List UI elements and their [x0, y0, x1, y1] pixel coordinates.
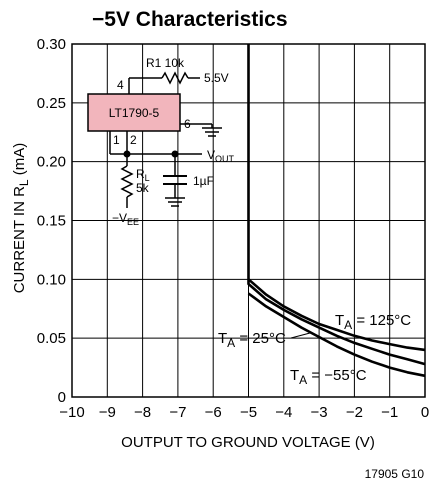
rl-value: 5k — [136, 181, 150, 195]
y-tick-label: 0 — [58, 389, 66, 406]
series-line-1 — [247, 278, 426, 352]
pin-2-label: 2 — [130, 133, 137, 147]
x-tick-label: −2 — [346, 404, 363, 421]
pin-4-label: 4 — [117, 78, 124, 92]
y-tick-labels: 0 0.05 0.10 0.15 0.20 0.25 0.30 — [37, 36, 66, 406]
x-tick-label: −6 — [205, 404, 222, 421]
series-label-minus55c: TA = −55°C — [290, 367, 367, 387]
inset-schematic: LT1790-5 4 R1 10k 5.5V 6 1 2 VOUT RL 5k … — [87, 56, 235, 227]
x-axis-label: OUTPUT TO GROUND VOLTAGE (V) — [121, 434, 375, 451]
series-line-2 — [247, 292, 426, 378]
pin-1-label: 1 — [113, 133, 120, 147]
y-tick-label: 0.05 — [37, 330, 66, 347]
vee-label: −VEE — [112, 211, 139, 227]
supply-label: 5.5V — [204, 71, 229, 85]
x-tick-label: −3 — [311, 404, 328, 421]
x-tick-label: −4 — [275, 404, 292, 421]
x-tick-label: −7 — [169, 404, 186, 421]
pin-6-label: 6 — [184, 117, 191, 131]
chart-title: −5V Characteristics — [92, 8, 288, 31]
vout-label: VOUT — [207, 148, 235, 164]
x-tick-label: 0 — [421, 404, 429, 421]
x-tick-label: −9 — [99, 404, 116, 421]
r1-resistor — [161, 71, 189, 85]
ic-body — [87, 93, 181, 132]
y-tick-label: 0.10 — [37, 271, 66, 288]
rl-label: RL — [136, 167, 150, 183]
y-tick-label: 0.20 — [37, 154, 66, 171]
cap-label: 1µF — [193, 174, 214, 188]
x-tick-label: −10 — [59, 404, 84, 421]
y-tick-label: 0.25 — [37, 95, 66, 112]
x-tick-label: −8 — [134, 404, 151, 421]
r1-label: R1 10k — [146, 56, 185, 70]
series-label-25c: TA = 25°C — [218, 330, 286, 350]
rl-resistor — [120, 165, 134, 198]
series-label-25c-leader — [290, 332, 311, 339]
y-axis-label: CURRENT IN RL (mA) — [11, 143, 31, 294]
x-tick-label: −1 — [381, 404, 398, 421]
data-series — [247, 44, 426, 378]
y-tick-label: 0.15 — [37, 213, 66, 230]
y-tick-label: 0.30 — [37, 36, 66, 53]
series-line-0 — [247, 44, 426, 366]
x-tick-labels: −10 −9 −8 −7 −6 −5 −4 −3 −2 −1 0 — [59, 404, 429, 421]
ic-label: LT1790-5 — [109, 106, 160, 120]
series-label-125c: TA = 125°C — [335, 312, 411, 332]
x-tick-label: −5 — [240, 404, 257, 421]
figure-id: 17905 G10 — [365, 467, 425, 481]
